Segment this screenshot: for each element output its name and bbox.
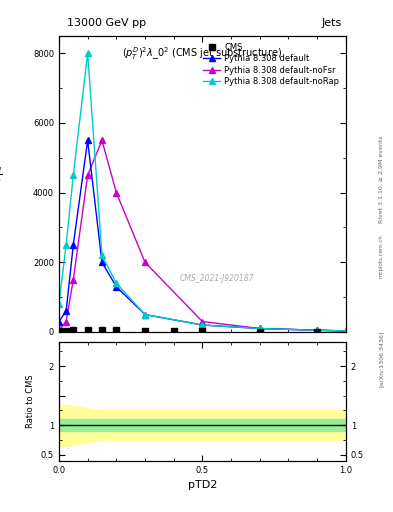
Text: mcplots.cern.ch: mcplots.cern.ch	[379, 234, 384, 278]
Text: CMS_2021-J920187: CMS_2021-J920187	[180, 274, 254, 283]
Pythia 8.308 default-noFsr	[343, 328, 348, 334]
Pythia 8.308 default	[57, 318, 61, 325]
Pythia 8.308 default	[143, 311, 147, 317]
Line: CMS: CMS	[58, 327, 320, 334]
Pythia 8.308 default-noFsr	[57, 327, 61, 333]
Pythia 8.308 default-noRap	[114, 280, 119, 286]
Line: Pythia 8.308 default-noFsr: Pythia 8.308 default-noFsr	[56, 138, 349, 334]
CMS	[200, 328, 205, 334]
Pythia 8.308 default	[200, 322, 205, 328]
CMS	[100, 327, 105, 333]
Pythia 8.308 default	[315, 327, 320, 333]
Text: Jets: Jets	[321, 18, 342, 28]
CMS	[171, 328, 176, 334]
Pythia 8.308 default-noFsr	[100, 137, 105, 143]
Line: Pythia 8.308 default: Pythia 8.308 default	[56, 138, 349, 334]
Pythia 8.308 default	[64, 308, 68, 314]
Pythia 8.308 default	[257, 326, 262, 332]
Line: Pythia 8.308 default-noRap: Pythia 8.308 default-noRap	[56, 51, 349, 334]
Y-axis label: Ratio to CMS: Ratio to CMS	[26, 375, 35, 429]
Text: Rivet 3.1.10, ≥ 2.9M events: Rivet 3.1.10, ≥ 2.9M events	[379, 135, 384, 223]
CMS	[143, 328, 147, 334]
Pythia 8.308 default	[100, 259, 105, 265]
Pythia 8.308 default-noRap	[200, 322, 205, 328]
Text: 13000 GeV pp: 13000 GeV pp	[67, 18, 146, 28]
Legend: CMS, Pythia 8.308 default, Pythia 8.308 default-noFsr, Pythia 8.308 default-noRa: CMS, Pythia 8.308 default, Pythia 8.308 …	[201, 40, 342, 89]
Pythia 8.308 default-noRap	[143, 311, 147, 317]
Pythia 8.308 default-noRap	[57, 301, 61, 307]
Pythia 8.308 default-noFsr	[257, 326, 262, 332]
Text: $(p_T^D)^2\lambda\_0^2$ (CMS jet substructure): $(p_T^D)^2\lambda\_0^2$ (CMS jet substru…	[122, 45, 283, 61]
Pythia 8.308 default-noFsr	[315, 327, 320, 333]
Pythia 8.308 default-noFsr	[200, 318, 205, 325]
Pythia 8.308 default	[85, 137, 90, 143]
Pythia 8.308 default	[71, 242, 75, 248]
Pythia 8.308 default	[343, 328, 348, 334]
Pythia 8.308 default-noFsr	[114, 189, 119, 196]
Pythia 8.308 default-noFsr	[64, 318, 68, 325]
Pythia 8.308 default-noFsr	[143, 259, 147, 265]
Pythia 8.308 default-noRap	[343, 328, 348, 334]
CMS	[58, 328, 63, 334]
Pythia 8.308 default	[114, 284, 119, 290]
Pythia 8.308 default-noFsr	[71, 276, 75, 283]
Y-axis label: $\frac{1}{N}\frac{dN}{d\lambda}$: $\frac{1}{N}\frac{dN}{d\lambda}$	[0, 166, 3, 184]
Pythia 8.308 default-noFsr	[85, 172, 90, 178]
Text: [arXiv:1306.3436]: [arXiv:1306.3436]	[379, 330, 384, 387]
CMS	[315, 329, 320, 335]
Pythia 8.308 default-noRap	[100, 252, 105, 259]
Pythia 8.308 default-noRap	[257, 326, 262, 332]
CMS	[257, 329, 262, 335]
CMS	[114, 327, 119, 333]
Pythia 8.308 default-noRap	[71, 172, 75, 178]
CMS	[64, 328, 68, 334]
Pythia 8.308 default-noRap	[64, 242, 68, 248]
CMS	[71, 327, 75, 333]
Pythia 8.308 default-noRap	[85, 50, 90, 56]
CMS	[85, 327, 90, 333]
X-axis label: pTD2: pTD2	[188, 480, 217, 490]
Pythia 8.308 default-noRap	[315, 327, 320, 333]
